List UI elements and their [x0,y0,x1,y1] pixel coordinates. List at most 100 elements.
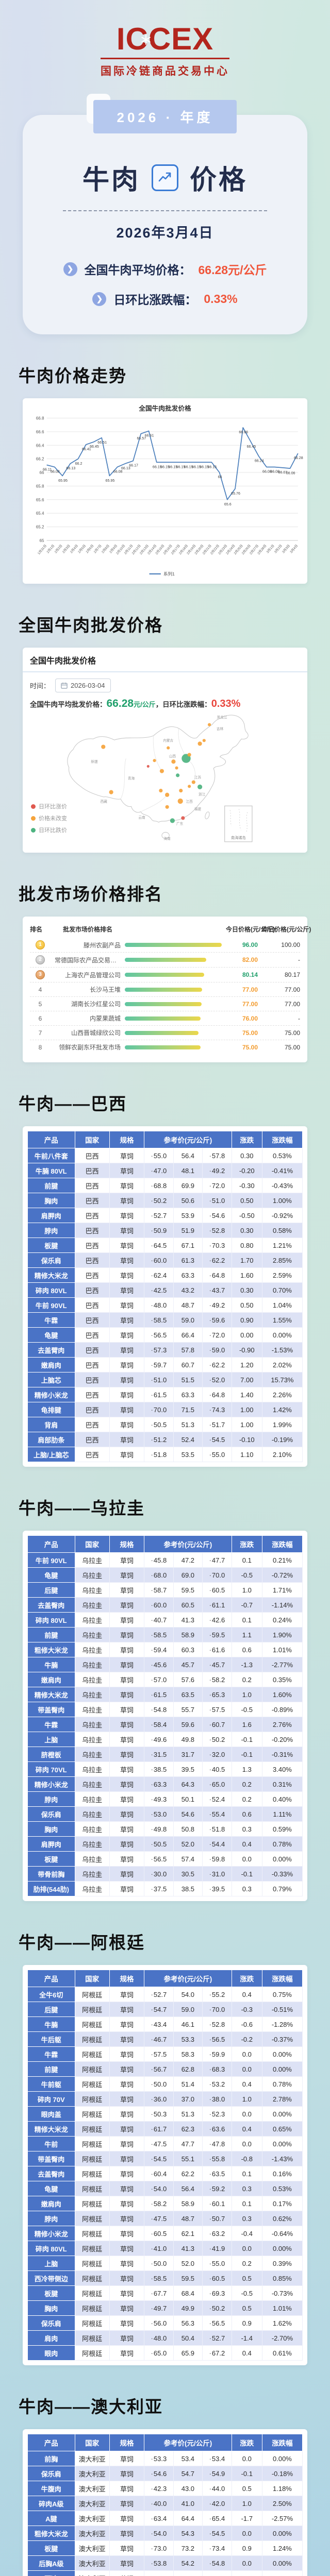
price-table-row: 碎肉 80VL巴西草饲42.543.243.70.300.70% [27,1282,303,1298]
price-high: 69.3 [202,2285,232,2301]
price-table-row: 碎肉 80VL乌拉圭草饲40.741.342.60.10.24% [27,1612,303,1628]
spec: 草饲 [109,2511,145,2527]
country: 阿根廷 [74,2270,110,2286]
price-low: 49.8 [144,1821,174,1837]
price-mid: 57.8 [173,1342,203,1358]
price-high: 47.8 [202,2136,232,2152]
country: 阿根廷 [74,2076,110,2092]
rank-number: 8 [38,1043,42,1051]
price-table-row: 上脑阿根廷草饲50.052.055.00.20.39% [27,2256,303,2272]
yesterday-price: 80.17 [284,971,300,979]
price-low: 38.5 [144,1761,174,1777]
price-high: 42.0 [202,2496,232,2512]
price-mid: 51.4 [173,2076,203,2092]
price-high: 64.8 [202,1387,232,1403]
price-col-header: 国家 [74,1970,110,1988]
price-low: 45.8 [144,1552,174,1568]
product-name: 保乐肩 [27,1252,75,1268]
spec: 草饲 [109,2496,145,2512]
svg-text:2月2日: 2月2日 [54,544,63,554]
svg-text:66.66: 66.66 [239,430,248,434]
chevron-right-icon: ❯ [63,262,77,276]
product-name: 牛前 90VL [27,1297,75,1313]
price-mid: 48.1 [173,1163,203,1179]
svg-text:全国牛肉批发价格: 全国牛肉批发价格 [138,404,191,412]
svg-text:2月8日: 2月8日 [101,544,110,554]
change-pct: 0.24% [261,1612,303,1628]
price-table-row: 前腱巴西草饲68.869.972.0-0.30-0.43% [27,1178,303,1194]
spec: 草饲 [109,2226,145,2242]
product-name: 牛腩 [27,1657,75,1673]
product-name: 肩胛肉 [27,1208,75,1224]
price-mid: 59.0 [173,1312,203,1328]
change: 0.3 [231,1881,262,1897]
price-low: 52.7 [144,1987,174,2003]
price-table-row: 眼肉阿根廷草饲65.065.967.20.40.61% [27,2345,303,2361]
change-pct: 1.00% [261,1193,303,1209]
price-col-header: 参考价(元/公斤) [144,2434,232,2452]
change-pct: -1.53% [261,1342,303,1358]
svg-text:65.6: 65.6 [224,502,232,506]
price-table-row: 牛腩乌拉圭草饲45.645.745.7-1.3-2.77% [27,1657,303,1673]
price-table-row: 粗修大米龙乌拉圭草饲59.460.361.60.61.01% [27,1642,303,1658]
change: 0.4 [231,1836,262,1852]
country: 巴西 [74,1312,110,1328]
logo-subtitle: 国际冷链商品交易中心 [101,58,229,78]
svg-text:66.07: 66.07 [278,470,287,474]
price-low: 42.3 [144,2481,174,2497]
spec: 草饲 [109,1223,145,1239]
price-col-header: 涨跌 [231,1970,262,1988]
price-low: 51.0 [144,1372,174,1388]
price-low: 61.5 [144,1687,174,1703]
price-high: 70.0 [202,2002,232,2018]
price-low: 51.2 [144,1432,174,1448]
price-table-row: 牛前躯阿根廷草饲50.051.453.20.40.78% [27,2076,303,2092]
svg-text:福建: 福建 [194,807,202,811]
spec: 草饲 [109,2570,145,2576]
change: -0.1 [231,1747,262,1762]
price-table-row: 去盖臀肉阿根廷草饲60.462.263.50.10.16% [27,2166,303,2182]
date-input[interactable]: 2026-03-04 [55,679,111,693]
legend-dot-icon [31,804,36,809]
change-pct: -2.70% [261,2330,303,2346]
svg-text:66.41: 66.41 [82,447,91,451]
change: 1.20 [231,1357,262,1373]
price-high: 70.0 [202,1567,232,1583]
svg-text:66.24: 66.24 [255,459,264,463]
price-low: 47.0 [144,1163,174,1179]
change: 1.10 [231,1447,262,1463]
product-name: 全牛6切 [27,1987,75,2003]
hero-card: 牛肉 价格 2026年3月4日 ❯ 全国牛肉平均价格： 66.28元/公斤 ❯ … [23,115,307,334]
price-high: 73.4 [202,2540,232,2556]
svg-text:66.15: 66.15 [160,465,170,469]
country-price-tables: 牛肉——巴西产品国家规格参考价(元/公斤)涨跌涨跌幅牛前八件套巴西草饲55.05… [0,1090,330,2576]
price-col-header: 参考价(元/公斤) [144,1535,232,1553]
change: 0.2 [231,1672,262,1688]
spec: 草饲 [109,2241,145,2257]
country: 巴西 [74,1342,110,1358]
spec: 草饲 [109,1657,145,1673]
product-name: 背肩 [27,1417,75,1433]
change-pct: -0.51% [261,2002,303,2018]
map-stat-line: 全国牛肉平均批发价格：66.28元/公斤，日环比涨跌幅：0.33% [30,698,241,710]
product-name: 前腱 [27,1178,75,1194]
wholesale-map-card: 全国牛肉批发价格 时间： 2026-03-04 全国牛肉平均批发价格：66.28… [23,648,307,853]
price-low: 57.5 [144,2046,174,2062]
price-table-row: 胸肉巴西草饲50.250.651.00.501.00% [27,1193,303,1209]
change-pct: -2.57% [261,2511,303,2527]
spec: 草饲 [109,2061,145,2077]
price-high: 74.3 [202,1402,232,1418]
change-pct: 0.78% [261,1836,303,1852]
avg-price-row: ❯ 全国牛肉平均价格： 66.28元/公斤 [36,260,294,278]
product-name: 牛前躯 [27,2076,75,2092]
product-name: 肩肉 [27,2330,75,2346]
spec: 草饲 [109,1776,145,1792]
col-today: 今日价格(元/公斤) [226,926,275,934]
price-low: 61.5 [144,1387,174,1403]
svg-text:2月4日: 2月4日 [69,544,79,554]
spec: 草饲 [109,2256,145,2272]
product-name: 牛霖 [27,2046,75,2062]
product-name: 后腱 [27,2002,75,2018]
country: 巴西 [74,1447,110,1463]
change-pct: -0.37% [261,2031,303,2047]
